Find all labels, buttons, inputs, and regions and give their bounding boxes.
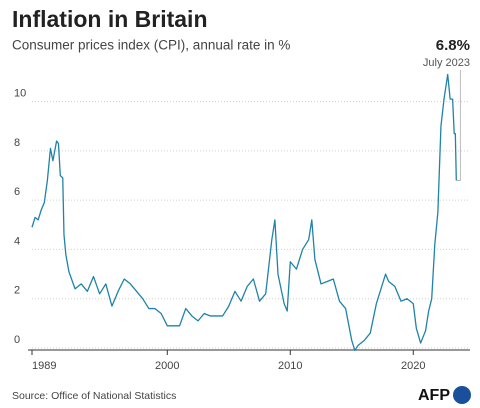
source: Source: Office of National Statistics bbox=[12, 390, 176, 402]
annotation-value: 6.8% bbox=[436, 37, 470, 54]
x-tick-label: 2000 bbox=[155, 360, 179, 372]
annotation-date: July 2023 bbox=[423, 57, 470, 69]
y-tick-label: 8 bbox=[14, 137, 20, 149]
annotation-leader bbox=[456, 70, 461, 181]
y-tick-label: 10 bbox=[14, 87, 26, 99]
logo-circle bbox=[453, 386, 471, 404]
logo: AFP bbox=[418, 387, 450, 404]
y-tick-label: 4 bbox=[14, 235, 20, 247]
chart-subtitle: Consumer prices index (CPI), annual rate… bbox=[12, 38, 290, 53]
chart-title: Inflation in Britain bbox=[12, 6, 208, 32]
y-tick-label: 6 bbox=[14, 186, 20, 198]
line-series bbox=[31, 73, 457, 352]
y-tick-label: 0 bbox=[14, 334, 20, 346]
x-tick-label: 1989 bbox=[32, 360, 56, 372]
x-tick-label: 2020 bbox=[401, 360, 425, 372]
y-tick-label: 2 bbox=[14, 285, 20, 297]
x-tick-label: 2010 bbox=[278, 360, 302, 372]
